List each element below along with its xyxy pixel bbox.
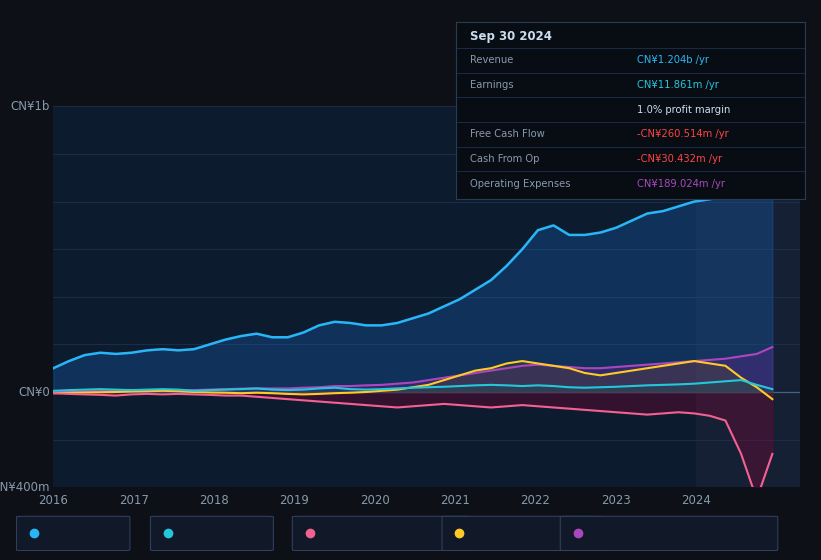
FancyBboxPatch shape [292, 516, 472, 550]
Text: Free Cash Flow: Free Cash Flow [322, 529, 406, 538]
Text: Operating Expenses: Operating Expenses [590, 529, 703, 538]
Text: Earnings: Earnings [181, 529, 229, 538]
Bar [696, 106, 800, 487]
Text: CN¥1.204b /yr: CN¥1.204b /yr [637, 55, 709, 66]
Text: CN¥11.861m /yr: CN¥11.861m /yr [637, 80, 719, 90]
FancyBboxPatch shape [16, 516, 130, 550]
Text: CN¥1b: CN¥1b [10, 100, 49, 113]
FancyBboxPatch shape [560, 516, 777, 550]
Text: -CN¥400m: -CN¥400m [0, 480, 49, 494]
Text: Cash From Op: Cash From Op [472, 529, 550, 538]
Text: Revenue: Revenue [46, 529, 95, 538]
Text: Sep 30 2024: Sep 30 2024 [470, 30, 552, 43]
Text: Operating Expenses: Operating Expenses [470, 179, 570, 189]
FancyBboxPatch shape [442, 516, 603, 550]
Text: CN¥0: CN¥0 [18, 385, 49, 399]
Text: Cash From Op: Cash From Op [470, 154, 539, 164]
Text: Free Cash Flow: Free Cash Flow [470, 129, 544, 139]
FancyBboxPatch shape [150, 516, 273, 550]
Text: Earnings: Earnings [470, 80, 513, 90]
Text: -CN¥30.432m /yr: -CN¥30.432m /yr [637, 154, 722, 164]
Text: -CN¥260.514m /yr: -CN¥260.514m /yr [637, 129, 729, 139]
Text: Revenue: Revenue [470, 55, 513, 66]
Text: 1.0% profit margin: 1.0% profit margin [637, 105, 731, 115]
Text: CN¥189.024m /yr: CN¥189.024m /yr [637, 179, 725, 189]
